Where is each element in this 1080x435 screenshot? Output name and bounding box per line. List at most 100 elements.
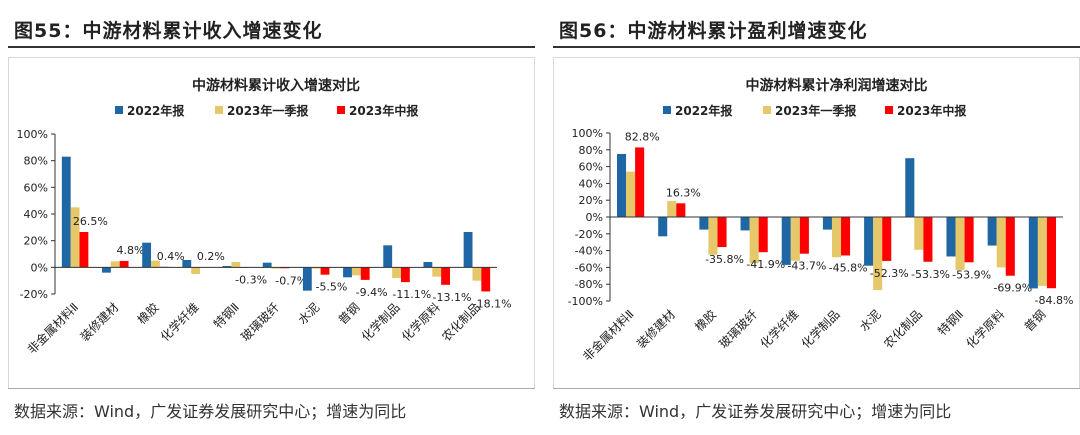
x-tick-label: 橡胶 <box>134 300 162 328</box>
y-tick-label: -20% <box>20 288 48 301</box>
y-tick-label: -100% <box>568 295 603 308</box>
bar-2023年中报 <box>119 260 129 268</box>
data-label: -9.4% <box>356 286 388 299</box>
chart-svg-profit: 中游材料累计净利润增速对比 2022年报 2023年一季报 2023年中报 100% 80… <box>568 77 1074 364</box>
x-tick-label: 化学制品 <box>358 300 403 345</box>
legend-label: 2022年报 <box>675 103 732 118</box>
y-tick-label: 100% <box>17 128 48 141</box>
x-tick-label: 装修建材 <box>633 307 678 352</box>
bar-2022年报 <box>617 154 627 217</box>
chart-title: 中游材料累计净利润增速对比 <box>746 77 928 94</box>
divider <box>553 46 1080 48</box>
bar-2023年一季报 <box>392 267 401 278</box>
y-tick-label: 100% <box>572 127 603 140</box>
y-tick-label: 0% <box>31 261 48 274</box>
bar-2023年一季报 <box>914 217 924 250</box>
bar-2023年一季报 <box>472 267 482 281</box>
bar-2023年一季报 <box>70 207 80 268</box>
bar-2023年一季报 <box>667 201 677 217</box>
legend-swatch <box>885 106 893 114</box>
bar-2022年报 <box>905 158 915 217</box>
data-label: -53.9% <box>952 268 991 281</box>
x-tick-label: 玻璃玻纤 <box>716 307 760 351</box>
y-tick-label: 20% <box>579 194 603 207</box>
data-label: -52.3% <box>870 267 909 280</box>
y-tick-label: 0% <box>586 211 603 224</box>
bar-2022年报 <box>1028 217 1038 289</box>
legend-swatch <box>663 106 671 114</box>
bar-2022年报 <box>61 156 71 268</box>
bar-2023年中报 <box>360 267 370 280</box>
bar-2022年报 <box>987 217 997 246</box>
bar-2022年报 <box>699 217 709 230</box>
x-tick-label: 普钢 <box>336 300 363 327</box>
y-tick-label: 80% <box>24 155 48 168</box>
bar-2022年报 <box>463 232 473 268</box>
bar-2023年中报 <box>79 232 89 268</box>
y-tick-label: 60% <box>579 161 603 174</box>
data-label: -41.9% <box>746 258 785 271</box>
figure-title: 图56：中游材料累计盈利增速变化 <box>559 20 868 42</box>
legend-swatch <box>337 106 345 114</box>
bar-2023年中报 <box>964 217 974 263</box>
legend-swatch <box>215 106 223 114</box>
data-label: -0.7% <box>275 274 307 287</box>
x-tick-label: 化学制品 <box>798 307 843 352</box>
data-label: 4.8% <box>117 244 145 257</box>
legend-label: 2023年中报 <box>897 103 966 118</box>
data-label: 26.5% <box>73 215 108 228</box>
x-tick-label: 玻璃玻纤 <box>238 300 282 344</box>
bar-2023年一季报 <box>271 267 281 269</box>
bar-2022年报 <box>822 217 832 230</box>
data-label: -18.1% <box>473 297 512 310</box>
bar-2023年中报 <box>1005 217 1015 276</box>
figure-title: 图55：中游材料累计收入增速变化 <box>14 20 323 42</box>
bar-2022年报 <box>658 217 668 237</box>
x-tick-label: 水泥 <box>295 300 322 327</box>
y-tick-label: -80% <box>575 278 603 291</box>
bar-2023年一季报 <box>790 217 800 261</box>
legend-label: 2023年一季报 <box>227 103 308 118</box>
bar-2022年报 <box>383 245 393 268</box>
bar-2023年中报 <box>441 267 450 285</box>
data-label: -53.3% <box>911 268 950 281</box>
y-tick-label: -60% <box>575 261 603 274</box>
bar-2022年报 <box>142 242 152 268</box>
bar-2023年一季报 <box>873 217 883 291</box>
chart-title: 中游材料累计收入增速对比 <box>192 77 360 94</box>
bar-2023年一季报 <box>191 267 201 274</box>
bar-2023年中报 <box>758 217 768 253</box>
legend-swatch <box>115 106 123 114</box>
data-label: 0.4% <box>157 250 185 263</box>
divider <box>8 388 535 389</box>
x-tick-label: 普钢 <box>1022 307 1049 334</box>
data-label: -0.3% <box>235 274 267 287</box>
bar-2023年一季报 <box>231 262 241 268</box>
bar-2023年中报 <box>841 217 851 256</box>
legend-label: 2023年中报 <box>349 103 418 118</box>
x-tick-label: 装修建材 <box>77 300 122 345</box>
bar-2023年中报 <box>635 147 645 217</box>
bar-2023年中报 <box>1046 217 1056 289</box>
x-tick-label: 非金属材料Ⅱ <box>24 300 81 357</box>
bar-2022年报 <box>222 266 232 268</box>
data-label: -11.1% <box>392 288 431 301</box>
bar-2022年报 <box>102 267 111 273</box>
bar-2023年中报 <box>882 217 892 261</box>
panel-fig55: 图55：中游材料累计收入增速变化 中游材料累计收入增速对比 2022年报 2023年… <box>0 0 535 435</box>
bar-2023年一季报 <box>626 171 636 217</box>
bar-2023年一季报 <box>708 217 718 255</box>
data-label: -45.8% <box>829 261 868 274</box>
bar-2022年报 <box>781 217 791 265</box>
bar-2023年一季报 <box>432 267 442 277</box>
x-tick-label: 化学纤维 <box>757 307 802 352</box>
bar-2023年中报 <box>481 267 491 292</box>
panel-fig56: 图56：中游材料累计盈利增速变化 中游材料累计净利润增速对比 2022年报 2023… <box>545 0 1080 435</box>
data-label: 82.8% <box>625 130 660 143</box>
bar-2023年一季报 <box>749 217 759 264</box>
data-label: -13.1% <box>433 291 472 304</box>
bar-2022年报 <box>343 267 352 278</box>
x-tick-label: 农化制品 <box>439 300 483 344</box>
bar-2022年报 <box>740 217 750 231</box>
x-tick-label: 化学原料 <box>963 307 1008 352</box>
